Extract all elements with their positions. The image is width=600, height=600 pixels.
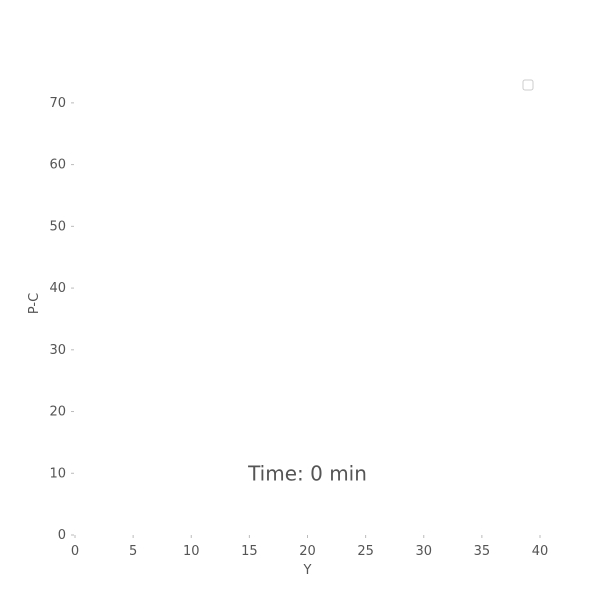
y-axis-label: P-C (27, 293, 42, 314)
y-tick-label: 10 (49, 466, 66, 481)
x-axis-ticks: 0 5 10 15 20 25 30 35 40 (71, 535, 548, 559)
x-tick-label: 20 (299, 544, 316, 559)
x-axis-label: Y (303, 563, 312, 578)
x-tick-label: 0 (71, 544, 79, 559)
y-tick-label: 0 (58, 528, 66, 543)
x-tick-label: 35 (474, 544, 491, 559)
y-tick-label: 20 (49, 405, 66, 420)
y-tick-label: 50 (49, 219, 66, 234)
x-tick-label: 30 (415, 544, 432, 559)
y-tick-label: 40 (49, 281, 66, 296)
y-tick-label: 60 (49, 158, 66, 173)
x-tick-label: 40 (532, 544, 549, 559)
y-axis-ticks: 0 10 20 30 40 50 60 70 (49, 96, 74, 543)
x-tick-label: 15 (241, 544, 258, 559)
x-tick-label: 25 (357, 544, 374, 559)
x-tick-label: 5 (129, 544, 137, 559)
time-annotation: Time: 0 min (247, 461, 367, 485)
legend-box (522, 79, 534, 91)
y-tick-label: 70 (49, 96, 66, 111)
x-tick-label: 10 (183, 544, 200, 559)
y-tick-label: 30 (49, 343, 66, 358)
